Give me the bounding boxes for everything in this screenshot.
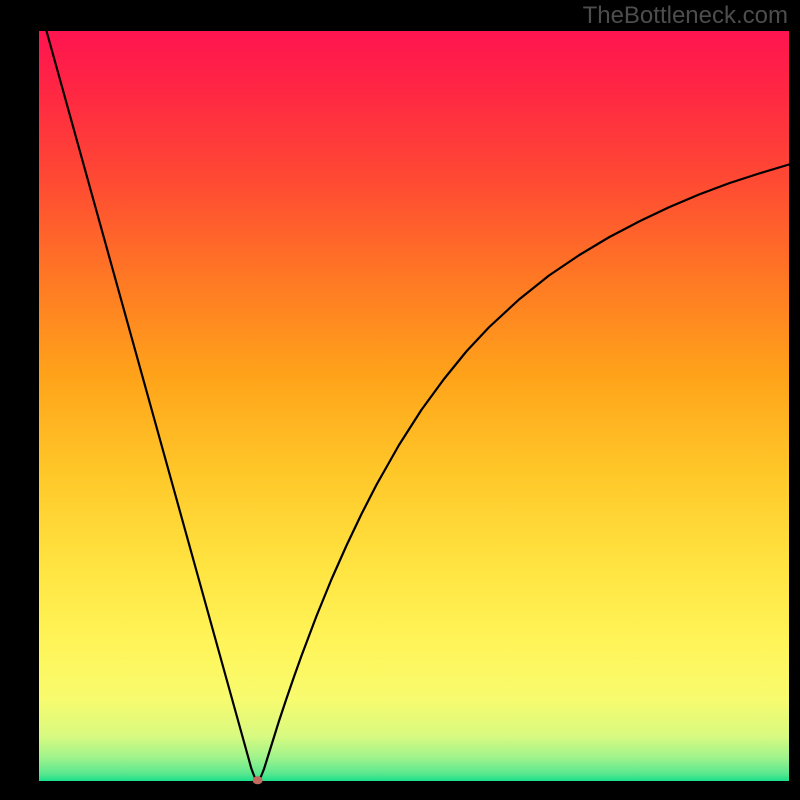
chart-frame: TheBottleneck.com [0, 0, 800, 800]
plot-area [39, 31, 789, 781]
watermark-text: TheBottleneck.com [583, 2, 788, 30]
min-marker [253, 776, 263, 784]
curve-layer [39, 31, 789, 781]
bottleneck-curve [47, 31, 790, 780]
